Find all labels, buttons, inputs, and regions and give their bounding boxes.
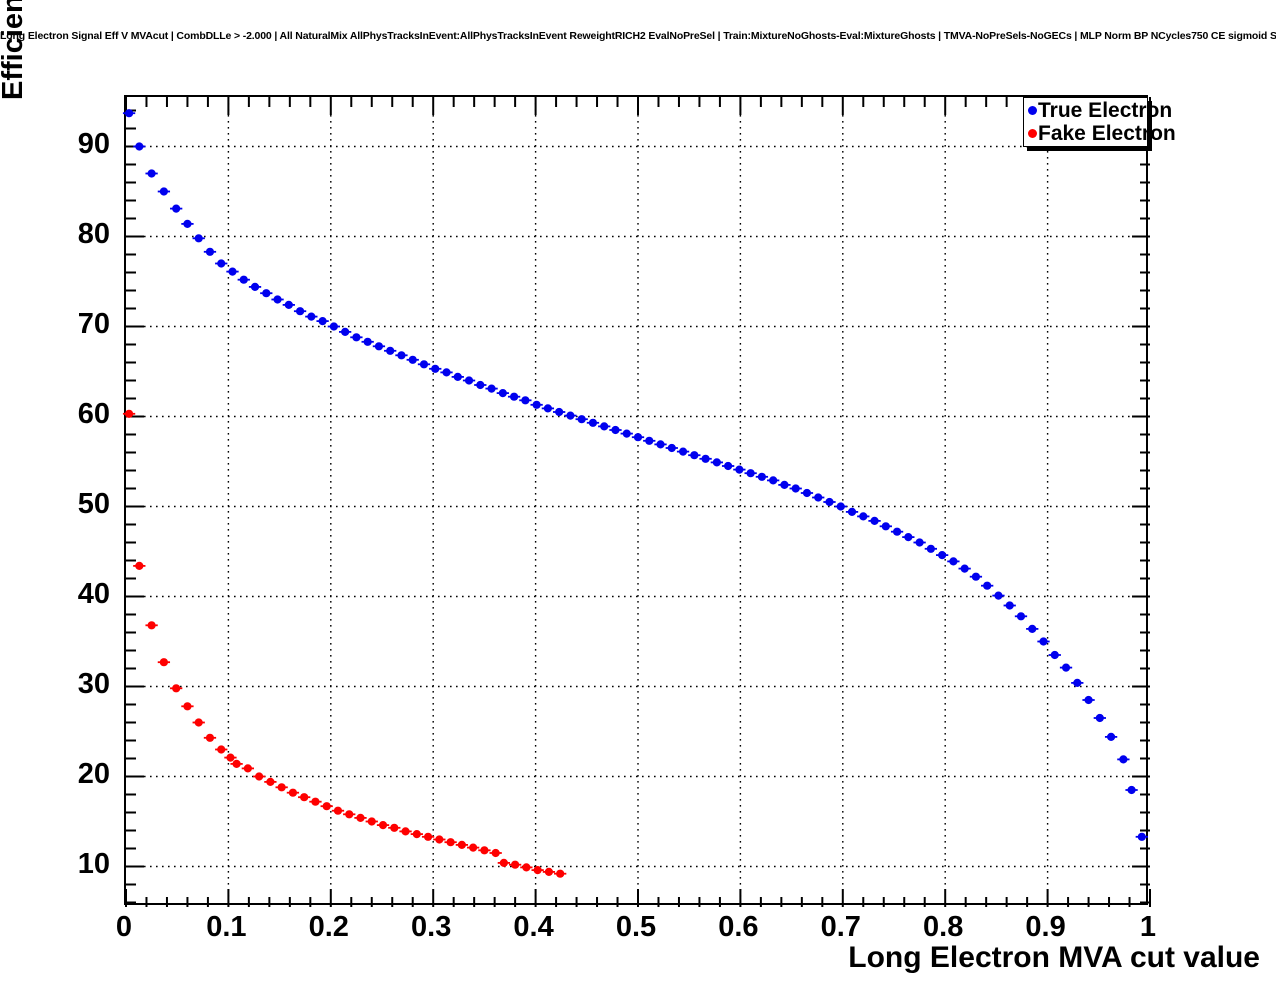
y-tick-label: 20 [77, 757, 110, 790]
legend-box[interactable]: True Electron Fake Electron [1023, 97, 1176, 147]
true-electron-marker-icon [1028, 105, 1037, 115]
x-tick-label: 0.7 [820, 911, 861, 943]
y-tick-label: 80 [77, 217, 110, 250]
grid-layer [126, 97, 1150, 907]
y-tick-label: 90 [77, 127, 110, 160]
y-tick-label: 50 [77, 487, 110, 520]
y-tick-label: 10 [77, 847, 110, 880]
x-tick-label: 0.1 [206, 911, 247, 943]
x-tick-label: 0.6 [718, 911, 759, 943]
data-points-layer [122, 109, 1148, 878]
y-tick-label: 30 [77, 667, 110, 700]
series-fake-electron [122, 409, 567, 878]
legend-entry[interactable]: Fake Electron [1028, 121, 1176, 145]
x-axis-title: Long Electron MVA cut value [848, 941, 1260, 974]
y-tick-label: 60 [77, 397, 110, 430]
x-tick-label: 0.8 [923, 911, 964, 943]
x-tick-label: 0 [115, 911, 133, 943]
y-axis-title: Efficiency / % [0, 0, 29, 100]
x-tick-label: 0.4 [513, 911, 554, 943]
x-tick-label: 0.2 [308, 911, 349, 943]
legend-label: True Electron [1038, 98, 1173, 122]
legend-entry[interactable]: True Electron [1028, 98, 1172, 122]
y-tick-label: 40 [77, 577, 110, 610]
x-tick-label: 0.3 [411, 911, 452, 943]
x-tick-label: 1 [1139, 911, 1157, 943]
fake-electron-marker-icon [1028, 128, 1037, 138]
plot-frame [122, 95, 1151, 907]
legend-label: Fake Electron [1038, 121, 1176, 145]
chart-title: Long Electron Signal Eff V MVAcut | Comb… [0, 30, 1276, 42]
x-tick-label: 0.5 [615, 911, 657, 943]
plot-area [122, 97, 1151, 907]
x-tick-label: 0.9 [1025, 911, 1066, 943]
series-true-electron [122, 109, 1148, 841]
y-tick-label: 70 [77, 307, 110, 340]
